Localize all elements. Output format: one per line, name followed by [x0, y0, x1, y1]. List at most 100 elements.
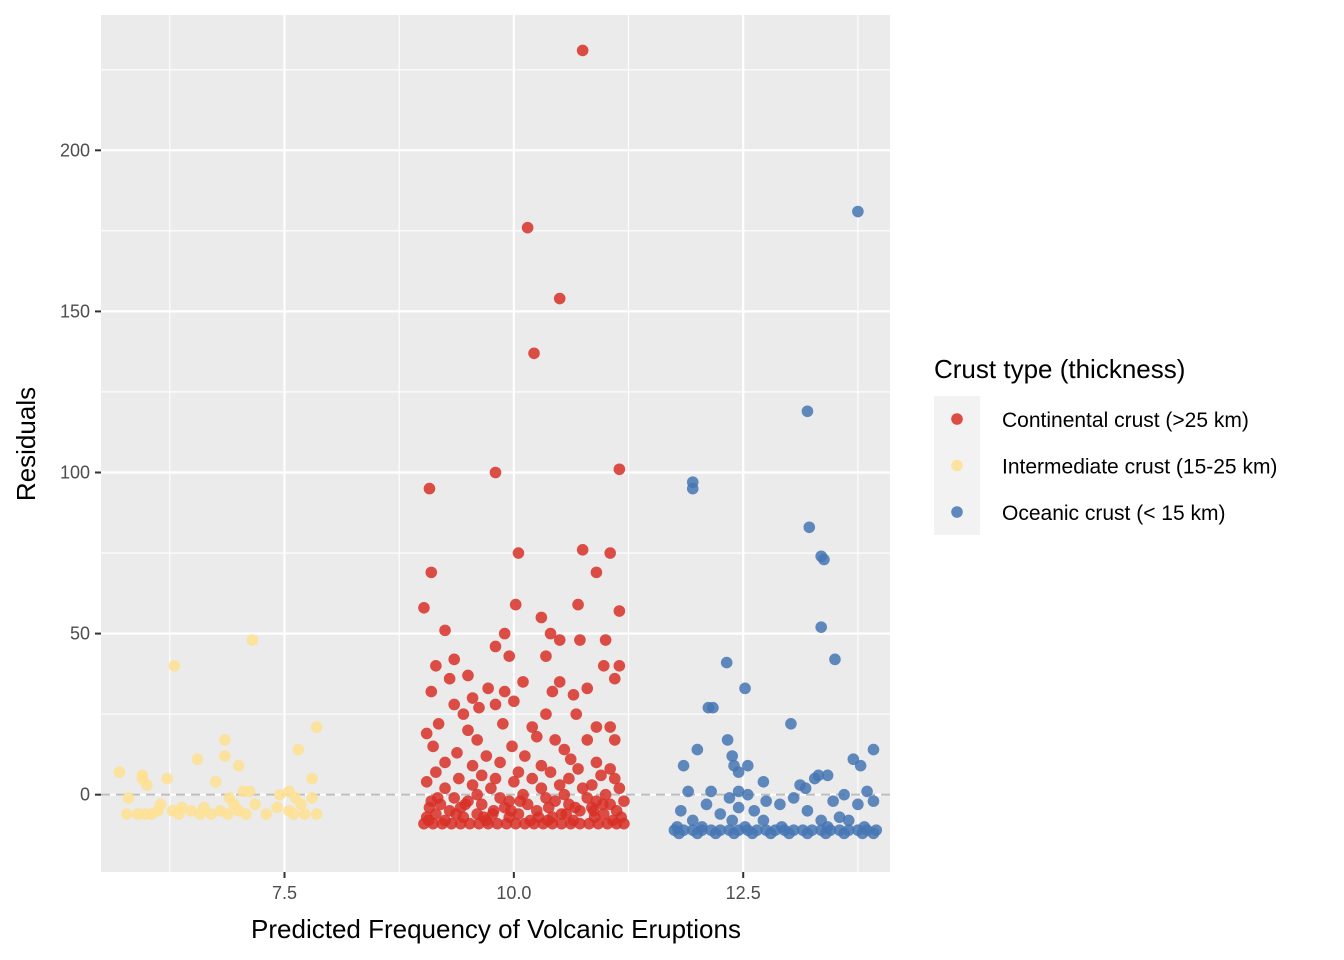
data-point — [439, 624, 451, 637]
data-point — [576, 544, 589, 556]
major-gridlines — [101, 15, 890, 872]
data-point — [608, 672, 621, 685]
legend-key — [951, 506, 963, 518]
data-point — [482, 682, 494, 695]
data-point — [425, 566, 438, 579]
data-point — [553, 292, 566, 305]
legend-label: Oceanic crust (< 15 km) — [1002, 502, 1225, 525]
data-point — [757, 814, 770, 827]
data-point — [691, 743, 704, 756]
legend-label: Continental crust (>25 km) — [1002, 409, 1249, 432]
data-point — [475, 798, 488, 811]
data-point — [560, 808, 572, 820]
data-point — [732, 766, 745, 778]
data-point — [512, 766, 525, 778]
data-point — [489, 772, 502, 785]
data-point — [161, 772, 173, 785]
data-point — [808, 772, 821, 785]
data-point — [420, 727, 433, 740]
data-point — [457, 708, 470, 720]
data-point — [243, 785, 256, 798]
data-point — [141, 779, 153, 791]
legend-title: Crust type (thickness) — [934, 354, 1185, 384]
data-point — [519, 817, 531, 830]
data-point — [475, 769, 488, 782]
plot-panel — [101, 15, 890, 872]
data-point — [741, 788, 754, 801]
data-point — [462, 724, 474, 737]
data-point — [497, 717, 509, 730]
data-point — [310, 721, 323, 733]
data-point — [728, 827, 740, 840]
data-point — [477, 811, 490, 824]
legend-label: Intermediate crust (15-25 km) — [1002, 456, 1277, 479]
data-point — [570, 708, 583, 720]
data-point — [821, 769, 834, 782]
data-point — [581, 682, 594, 695]
data-point — [827, 795, 839, 807]
data-point — [677, 759, 690, 772]
data-point — [608, 734, 621, 746]
data-point — [464, 817, 476, 830]
data-point — [430, 766, 442, 778]
data-point — [801, 804, 814, 817]
data-point — [453, 772, 465, 785]
data-point — [287, 808, 300, 820]
data-points — [113, 44, 883, 840]
data-point — [535, 759, 548, 772]
data-point — [191, 753, 204, 766]
data-point — [572, 763, 584, 775]
data-point — [205, 808, 217, 820]
data-point — [260, 808, 272, 820]
data-point — [425, 685, 438, 698]
data-point — [306, 792, 318, 804]
data-point — [494, 792, 506, 804]
data-point — [120, 808, 133, 820]
data-point — [553, 634, 566, 646]
data-point — [423, 482, 436, 495]
data-point — [509, 817, 522, 830]
data-point — [448, 653, 461, 666]
data-point — [867, 743, 880, 756]
data-point — [682, 785, 694, 798]
data-point — [838, 788, 850, 801]
data-point — [509, 598, 522, 611]
data-point — [540, 708, 552, 720]
x-tick-label: 12.5 — [726, 883, 761, 903]
data-point — [764, 827, 777, 840]
data-point — [590, 721, 603, 733]
data-point — [466, 692, 479, 704]
data-point — [471, 734, 483, 746]
data-point — [219, 734, 231, 746]
data-point — [232, 759, 245, 772]
data-point — [491, 817, 504, 830]
data-point — [113, 766, 126, 778]
y-axis-title: Residuals — [11, 387, 41, 501]
data-point — [530, 730, 543, 743]
data-point — [675, 804, 687, 817]
data-point — [714, 808, 727, 820]
data-point — [854, 759, 867, 772]
data-point — [295, 798, 307, 811]
data-point — [801, 827, 814, 840]
data-point — [420, 775, 433, 788]
data-point — [746, 827, 759, 840]
data-point — [274, 788, 286, 801]
data-point — [209, 775, 222, 788]
y-tick-label: 50 — [70, 624, 90, 644]
data-point — [500, 817, 513, 830]
data-point — [613, 782, 626, 795]
series-1 — [113, 634, 323, 820]
data-point — [673, 827, 685, 840]
data-point — [546, 685, 559, 698]
data-point — [732, 801, 745, 814]
data-point — [595, 769, 607, 782]
data-point — [597, 798, 609, 811]
data-point — [489, 640, 502, 653]
data-point — [521, 221, 534, 234]
data-point — [439, 782, 451, 795]
legend: Crust type (thickness) Continental crust… — [934, 354, 1277, 535]
data-point — [599, 788, 612, 801]
data-point — [541, 814, 554, 827]
y-tick-label: 0 — [80, 785, 90, 805]
